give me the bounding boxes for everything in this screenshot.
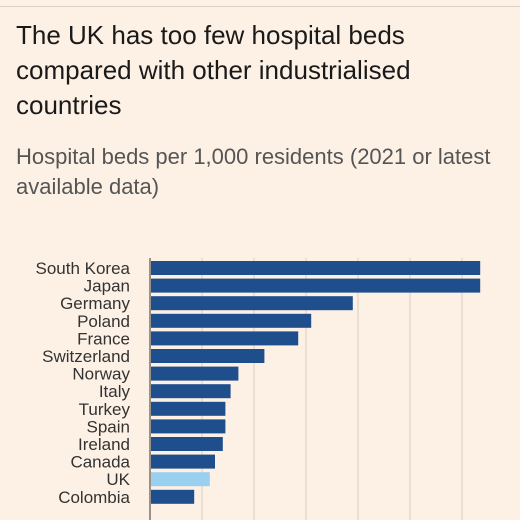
category-label-italy: Italy <box>99 382 131 401</box>
bar-ireland <box>151 437 223 451</box>
bar-south-korea <box>151 261 481 275</box>
chart-subtitle: Hospital beds per 1,000 residents (2021 … <box>16 144 491 199</box>
category-label-south-korea: South Korea <box>35 259 130 278</box>
top-divider <box>0 0 520 7</box>
bar-japan <box>151 278 481 293</box>
category-label-france: France <box>77 329 130 348</box>
category-label-uk: UK <box>106 470 130 489</box>
category-label-ireland: Ireland <box>78 435 130 454</box>
bar-poland <box>151 313 312 328</box>
bar-canada <box>151 454 215 469</box>
category-label-canada: Canada <box>70 453 130 472</box>
hospital-beds-bar-chart: South KoreaJapanGermanyPolandFranceSwitz… <box>35 258 481 520</box>
category-label-poland: Poland <box>77 312 130 331</box>
category-label-switzerland: Switzerland <box>42 347 130 366</box>
category-label-spain: Spain <box>87 417 130 436</box>
bar-germany <box>151 296 353 311</box>
chart-title: The UK has too few hospital beds compare… <box>16 20 411 120</box>
bar-france <box>151 331 299 346</box>
category-label-germany: Germany <box>60 294 130 313</box>
bar-spain <box>151 419 226 434</box>
category-label-colombia: Colombia <box>58 488 130 507</box>
bar-uk <box>151 472 210 487</box>
bar-norway <box>151 366 239 381</box>
bar-colombia <box>151 489 195 504</box>
category-label-japan: Japan <box>84 277 130 296</box>
category-label-turkey: Turkey <box>79 400 131 419</box>
bar-switzerland <box>151 349 265 363</box>
category-label-norway: Norway <box>72 365 130 384</box>
bar-italy <box>151 384 231 399</box>
bar-turkey <box>151 401 226 416</box>
